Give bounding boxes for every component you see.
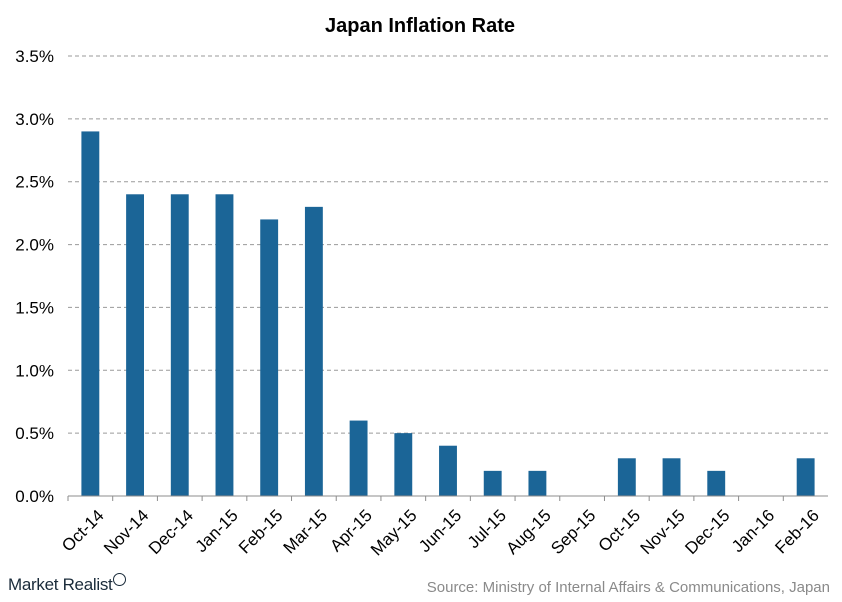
bar-nov-14 (126, 194, 144, 497)
y-tick-label: 3.0% (15, 110, 54, 129)
x-tick-label: Dec-14 (145, 506, 197, 558)
inflation-bar-chart: Japan Inflation Rate 0.0% 0.5% 1.0% 1.5% 2.0… (15, 15, 828, 559)
x-tick-label: Oct-14 (58, 506, 108, 556)
x-tick-label: Nov-14 (100, 506, 152, 558)
y-tick-label: 2.0% (15, 236, 54, 255)
x-tick-label: Jun-15 (415, 506, 465, 556)
bar-dec-15 (707, 470, 726, 496)
x-tick-label: Mar-15 (280, 506, 332, 558)
bar-jun-15 (439, 445, 457, 496)
bar-nov-15 (662, 458, 681, 496)
x-tick-label: Sep-15 (547, 506, 599, 558)
x-tick-label: Feb-15 (235, 506, 287, 558)
x-tick-label: Oct-15 (595, 506, 645, 556)
bar-may-15 (394, 433, 413, 496)
y-tick-label: 2.5% (15, 173, 54, 192)
bars (81, 131, 815, 497)
y-tick-label: 0.0% (15, 487, 54, 506)
bar-dec-14 (170, 194, 189, 497)
x-tick-label: Aug-15 (503, 506, 555, 558)
brand-name: Market Realist (8, 575, 113, 594)
source-note: Source: Ministry of Internal Affairs & C… (426, 579, 830, 596)
y-tick-label: 1.0% (15, 361, 54, 380)
bar-feb-16 (796, 458, 815, 496)
bar-oct-15 (617, 458, 636, 496)
x-tick-label: Feb-16 (771, 506, 823, 558)
magnifier-icon (113, 573, 127, 586)
x-tick-label: May-15 (367, 506, 421, 560)
brand-logo: Market Realist (8, 573, 127, 595)
bar-apr-15 (349, 420, 368, 496)
x-axis-ticks: Oct-14Nov-14Dec-14Jan-15Feb-15Mar-15Apr-… (58, 496, 823, 559)
x-tick-label: Jan-15 (192, 506, 242, 556)
bar-jan-15 (215, 194, 234, 497)
y-tick-label: 0.5% (15, 424, 54, 443)
y-tick-label: 3.5% (15, 47, 54, 66)
x-tick-label: Dec-15 (681, 506, 733, 558)
x-tick-label: Jan-16 (728, 506, 778, 556)
bar-jul-15 (483, 470, 502, 496)
gridlines (68, 55, 828, 434)
chart-title: Japan Inflation Rate (325, 15, 515, 37)
y-tick-label: 1.5% (15, 298, 54, 317)
bar-feb-15 (260, 219, 279, 496)
y-axis-ticks: 0.0% 0.5% 1.0% 1.5% 2.0% 2.5% 3.0% 3.5% (15, 47, 54, 506)
x-tick-label: Nov-15 (637, 506, 689, 558)
bar-mar-15 (304, 206, 323, 496)
bar-aug-15 (528, 470, 547, 496)
bar-oct-14 (81, 131, 100, 496)
